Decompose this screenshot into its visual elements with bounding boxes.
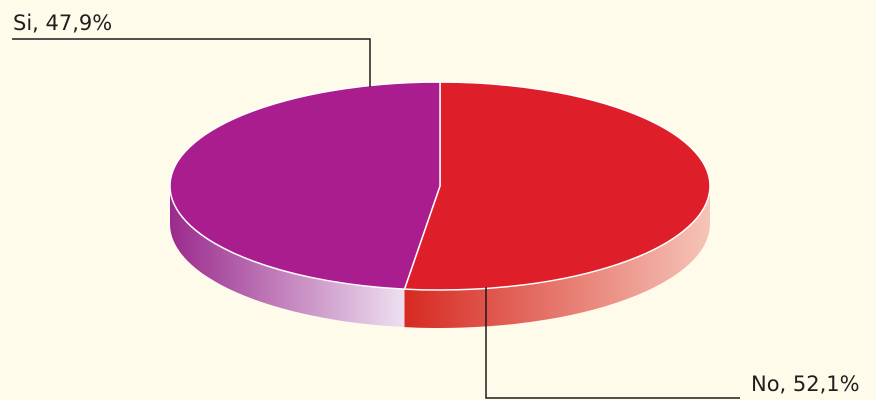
pie-side-no	[404, 186, 710, 329]
pie-slice-no	[403, 81, 711, 291]
leader-line-no	[485, 287, 740, 399]
data-label-si: Si, 47,9%	[13, 11, 112, 35]
pie-slice-si	[169, 81, 441, 290]
pie-side-si	[170, 186, 405, 328]
data-label-no: No, 52,1%	[751, 372, 860, 396]
leader-line-si	[12, 38, 371, 87]
